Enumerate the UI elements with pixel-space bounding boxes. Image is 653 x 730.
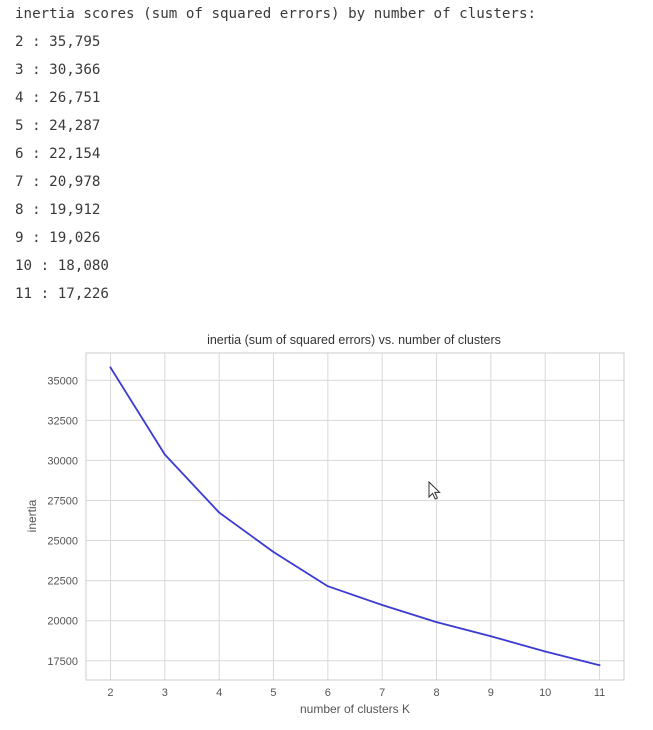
inertia-chart: inertia (sum of squared errors) vs. numb… bbox=[0, 320, 653, 725]
chart-svg: inertia (sum of squared errors) vs. numb… bbox=[25, 333, 625, 716]
output-line: 7 : 20,978 bbox=[15, 174, 101, 190]
y-tick-label: 35000 bbox=[47, 375, 78, 387]
y-tick-label: 32500 bbox=[47, 415, 78, 427]
series-line bbox=[109, 366, 601, 667]
y-tick-label: 22500 bbox=[47, 576, 78, 588]
tick-layer: 2 3 4 5 6 7 8 9 10 11 17500 20000 22500 25000 27500 300… bbox=[47, 375, 605, 699]
x-tick-label: 2 bbox=[107, 687, 113, 699]
output-header: inertia scores (sum of squared errors) b… bbox=[15, 6, 537, 22]
x-tick-label: 10 bbox=[539, 687, 551, 699]
x-tick-label: 7 bbox=[379, 687, 385, 699]
data-point bbox=[381, 604, 384, 606]
x-tick-label: 9 bbox=[488, 687, 494, 699]
y-tick-label: 17500 bbox=[47, 656, 78, 668]
data-point bbox=[326, 585, 329, 588]
data-point bbox=[218, 511, 221, 514]
output-line: 4 : 26,751 bbox=[15, 90, 101, 106]
output-line: 9 : 19,026 bbox=[15, 230, 101, 246]
x-tick-label: 4 bbox=[216, 687, 222, 699]
output-line: 11 : 17,226 bbox=[15, 286, 109, 302]
output-line: 6 : 22,154 bbox=[15, 146, 101, 162]
plot-frame bbox=[85, 352, 625, 681]
series-layer bbox=[109, 366, 601, 667]
data-point bbox=[272, 551, 275, 553]
grid-layer bbox=[86, 353, 624, 680]
x-tick-label: 8 bbox=[433, 687, 439, 699]
x-axis-label: number of clusters K bbox=[300, 702, 410, 716]
data-point bbox=[598, 664, 601, 667]
y-tick-label: 20000 bbox=[47, 616, 78, 628]
y-tick-label: 25000 bbox=[47, 536, 78, 548]
x-tick-label: 11 bbox=[594, 687, 605, 699]
mouse-cursor-icon bbox=[428, 480, 441, 500]
output-line: 10 : 18,080 bbox=[15, 258, 109, 274]
output-line: 2 : 35,795 bbox=[15, 34, 101, 50]
chart-title: inertia (sum of squared errors) vs. numb… bbox=[207, 333, 501, 347]
output-line: 3 : 30,366 bbox=[15, 62, 101, 78]
y-tick-label: 27500 bbox=[47, 495, 78, 507]
y-axis-label: inertia bbox=[25, 499, 39, 532]
x-tick-label: 3 bbox=[162, 687, 168, 699]
data-point bbox=[435, 621, 438, 624]
output-text: inertia scores (sum of squared errors) b… bbox=[15, 0, 536, 308]
x-tick-label: 5 bbox=[270, 687, 276, 699]
y-tick-label: 30000 bbox=[47, 455, 78, 467]
data-point bbox=[163, 453, 166, 456]
data-point bbox=[544, 650, 547, 653]
x-tick-label: 6 bbox=[325, 687, 331, 699]
output-line: 5 : 24,287 bbox=[15, 118, 101, 134]
output-line: 8 : 19,912 bbox=[15, 202, 101, 218]
data-point bbox=[489, 635, 492, 638]
data-point bbox=[109, 366, 112, 369]
